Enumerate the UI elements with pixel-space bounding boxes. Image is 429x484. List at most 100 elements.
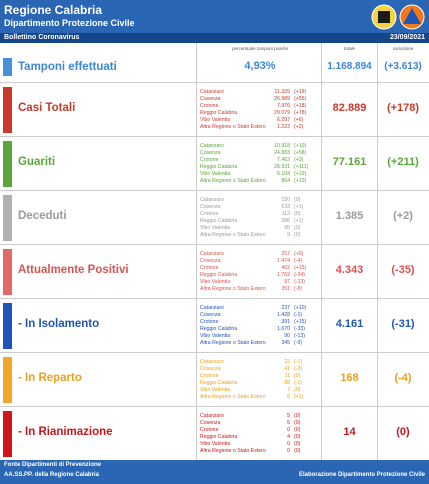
province-value: 1.670 bbox=[277, 326, 290, 332]
province: Vibo Valentia bbox=[200, 387, 231, 393]
province-change: (-1) bbox=[294, 380, 303, 386]
color-bar bbox=[3, 303, 12, 349]
province: Vibo Valentia bbox=[200, 279, 231, 285]
province-change: (-8) bbox=[294, 286, 303, 292]
province: Altra Regione o Stato Estero bbox=[200, 286, 266, 292]
section-label: - In Isolamento bbox=[18, 318, 100, 330]
tests-label: Tamponi effettuati bbox=[18, 61, 117, 73]
section-label: Deceduti bbox=[18, 210, 67, 222]
province: Reggio Calabria bbox=[200, 434, 238, 440]
province-value: 386 bbox=[281, 218, 290, 224]
province-value: 150 bbox=[281, 197, 290, 203]
province: Reggio Calabria bbox=[200, 218, 238, 224]
province-change: (-13) bbox=[294, 333, 305, 339]
province: Catanzaro bbox=[200, 143, 224, 149]
section-change: (+178) bbox=[386, 102, 420, 114]
section: Deceduti Catanzaro 150 (0) Cosenza 633 (+1) Cro… bbox=[0, 190, 429, 245]
province-change: (+15) bbox=[294, 319, 307, 325]
province-value: 5 bbox=[287, 420, 290, 426]
province-value: 0 bbox=[287, 427, 290, 433]
header: Regione Calabria Dipartimento Protezione… bbox=[0, 0, 429, 33]
province: Vibo Valentia bbox=[200, 225, 231, 231]
section-change: (-31) bbox=[391, 318, 415, 330]
province-change: (-1) bbox=[294, 359, 303, 365]
tests-total: 1.168.894 bbox=[327, 61, 372, 72]
section-total: 14 bbox=[343, 426, 356, 438]
province-change: (+19) bbox=[294, 89, 307, 95]
section-total: 1.385 bbox=[335, 210, 364, 222]
province-value: 29.079 bbox=[274, 110, 290, 116]
section: - In Reparto Catanzaro 15 (-1) Cosenza 41 (-3)… bbox=[0, 352, 429, 407]
province-value: 6 bbox=[287, 394, 290, 400]
province-change: (-1) bbox=[294, 312, 303, 318]
section-total: 168 bbox=[340, 372, 359, 384]
section: - In Rianimazione Catanzaro 5 (0) Cosenza 5 (0… bbox=[0, 406, 429, 461]
province: Cosenza bbox=[200, 366, 221, 372]
province-value: 25.931 bbox=[274, 164, 290, 170]
province: Cosenza bbox=[200, 96, 221, 102]
separator bbox=[196, 43, 197, 460]
province-value: 0 bbox=[287, 441, 290, 447]
province-value: 6.297 bbox=[277, 117, 290, 123]
province-value: 633 bbox=[281, 204, 290, 210]
province-value: 1.474 bbox=[277, 258, 290, 264]
province-value: 26.989 bbox=[274, 96, 290, 102]
province: Vibo Valentia bbox=[200, 171, 231, 177]
province: Altra Regione o Stato Estero bbox=[200, 340, 266, 346]
tests-bar bbox=[3, 58, 12, 76]
section: Casi Totali Catanzaro 11.325 (+19) Cosenza 26… bbox=[0, 82, 429, 137]
province-change: (0) bbox=[294, 225, 301, 231]
section-change: (+211) bbox=[387, 156, 419, 168]
province: Cosenza bbox=[200, 312, 221, 318]
title: Regione Calabria bbox=[4, 3, 103, 17]
separator bbox=[377, 43, 378, 460]
province-change: (+1) bbox=[294, 204, 304, 210]
province-value: 97 bbox=[284, 279, 290, 285]
province-value: 95 bbox=[284, 225, 290, 231]
province-change: (0) bbox=[294, 232, 301, 238]
province-change: (-9) bbox=[294, 340, 303, 346]
section-total: 82.889 bbox=[332, 102, 367, 114]
color-bar bbox=[3, 249, 12, 295]
section-total: 4.343 bbox=[335, 264, 364, 276]
province: Cosenza bbox=[200, 204, 221, 210]
province: Catanzaro bbox=[200, 413, 224, 419]
province: Catanzaro bbox=[200, 359, 224, 365]
section-label: - In Reparto bbox=[18, 372, 82, 384]
section: - In Isolamento Catanzaro 237 (+10) Cosenza 1… bbox=[0, 298, 429, 353]
province-value: 402 bbox=[281, 265, 290, 271]
province: Crotone bbox=[200, 157, 219, 163]
province-value: 1.762 bbox=[277, 272, 290, 278]
province-change: (0) bbox=[294, 427, 301, 433]
section-change: (-4) bbox=[394, 372, 412, 384]
province-value: 24.883 bbox=[274, 150, 290, 156]
subtitle: Dipartimento Protezione Civile bbox=[4, 18, 135, 28]
province-change: (+18) bbox=[294, 103, 307, 109]
province: Vibo Valentia bbox=[200, 333, 231, 339]
province-value: 351 bbox=[281, 286, 290, 292]
province-value: 864 bbox=[281, 178, 290, 184]
province-value: 7 bbox=[287, 387, 290, 393]
province-change: (+1) bbox=[294, 394, 304, 400]
province-value: 4 bbox=[287, 434, 290, 440]
section-total: 4.161 bbox=[335, 318, 364, 330]
province-value: 15 bbox=[284, 359, 290, 365]
province: Altra Regione o Stato Estero bbox=[200, 232, 266, 238]
province: Catanzaro bbox=[200, 251, 224, 257]
province-change: (+15) bbox=[294, 265, 307, 271]
section-change: (-35) bbox=[391, 264, 415, 276]
province: Cosenza bbox=[200, 150, 221, 156]
province-change: (+10) bbox=[294, 305, 307, 311]
section: Attualmente Positivi Catanzaro 257 (+9) Cose… bbox=[0, 244, 429, 299]
province-change: (0) bbox=[294, 448, 301, 454]
province-value: 11.325 bbox=[274, 89, 290, 95]
province-value: 7.976 bbox=[277, 103, 290, 109]
province-change: (0) bbox=[294, 197, 301, 203]
province: Crotone bbox=[200, 265, 219, 271]
province-change: (0) bbox=[294, 211, 301, 217]
province-change: (0) bbox=[294, 441, 301, 447]
section-change: (+2) bbox=[393, 210, 413, 222]
source: Fonte Dipartimenti di Prevenzione bbox=[4, 462, 102, 468]
province-value: 90 bbox=[284, 333, 290, 339]
province-value: 6.104 bbox=[277, 171, 290, 177]
